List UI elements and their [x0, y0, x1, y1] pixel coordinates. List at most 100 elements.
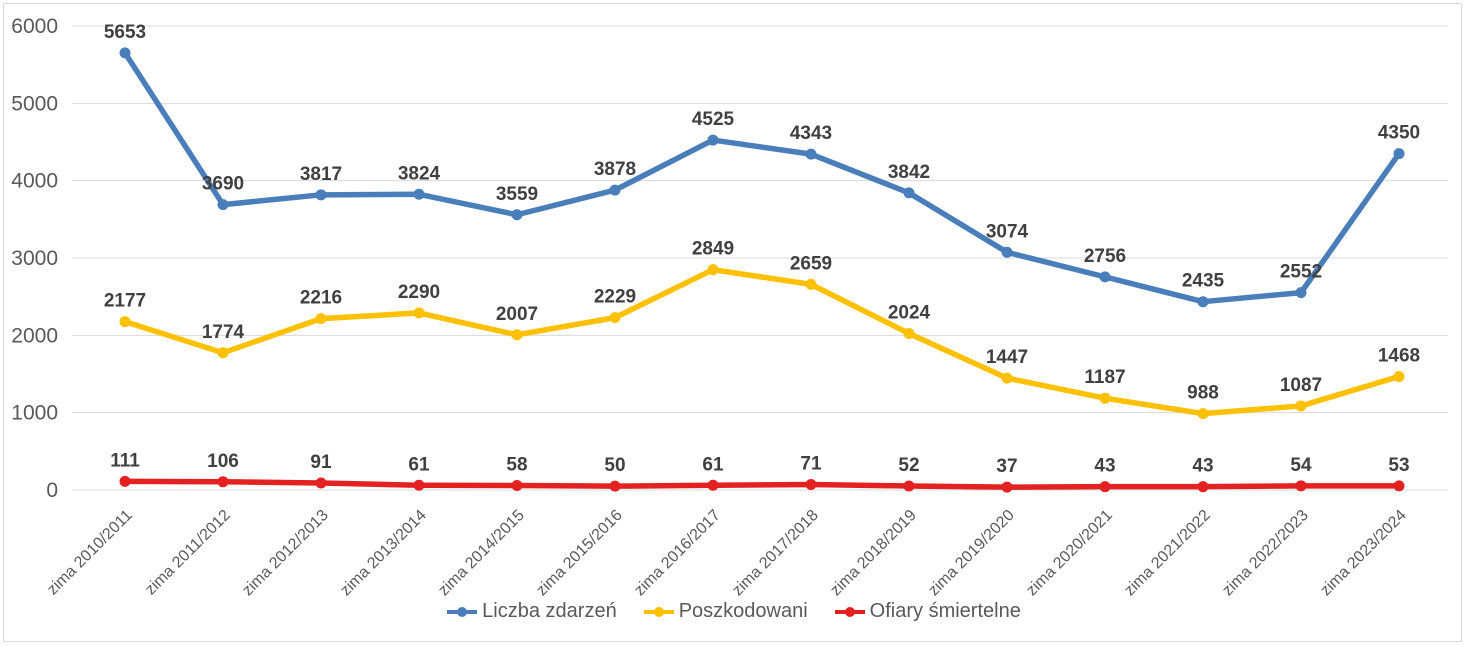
data-label: 43 — [1094, 456, 1115, 477]
data-label: 52 — [898, 455, 919, 476]
data-point — [1197, 481, 1209, 493]
y-axis-tick-label: 6000 — [11, 15, 58, 38]
data-point — [511, 329, 523, 341]
data-point — [119, 475, 131, 487]
legend-label-ofiary-smiertelne: Ofiary śmiertelne — [869, 600, 1021, 622]
data-point — [511, 209, 523, 221]
data-point — [315, 313, 327, 325]
data-point — [511, 480, 523, 492]
data-label: 2177 — [104, 291, 146, 312]
y-axis-tick-label: 2000 — [11, 324, 58, 347]
data-point — [315, 477, 327, 489]
data-point — [707, 264, 719, 276]
legend-label-liczba-zdarzen: Liczba zdarzeń — [482, 600, 617, 622]
legend-item-liczba-zdarzen: Liczba zdarzeń — [446, 600, 617, 623]
data-point — [217, 347, 229, 359]
data-label: 50 — [604, 455, 625, 476]
y-axis-tick-label: 4000 — [11, 170, 58, 193]
data-label: 3690 — [202, 174, 244, 195]
data-label: 3878 — [594, 159, 636, 180]
data-label: 2007 — [496, 304, 538, 325]
data-point — [1393, 480, 1405, 492]
legend-line-marker-red — [834, 606, 865, 617]
data-label: 4525 — [692, 109, 735, 130]
data-point — [1001, 372, 1013, 384]
data-label: 71 — [800, 454, 822, 475]
data-point — [805, 148, 817, 160]
data-label: 2290 — [398, 282, 440, 303]
data-point — [609, 480, 621, 492]
data-label: 1468 — [1378, 345, 1420, 366]
x-axis-tick-label: zima 2017/2018 — [729, 507, 822, 600]
data-label: 1774 — [202, 322, 245, 343]
data-point — [1099, 392, 1111, 404]
data-point — [119, 316, 131, 328]
data-label: 111 — [110, 450, 140, 471]
data-label: 2435 — [1182, 271, 1225, 292]
data-label: 2659 — [790, 253, 832, 274]
data-point — [903, 327, 915, 339]
data-label: 3074 — [986, 221, 1029, 242]
x-axis-tick-label: zima 2022/2023 — [1219, 507, 1312, 600]
y-axis-tick-label: 0 — [46, 479, 58, 502]
data-point — [1295, 400, 1307, 412]
data-label: 2024 — [888, 302, 931, 323]
x-axis-tick-label: zima 2015/2016 — [533, 507, 626, 600]
y-axis-tick-label: 3000 — [11, 247, 58, 270]
data-point — [609, 312, 621, 324]
x-axis-tick-label: zima 2016/2017 — [631, 507, 724, 600]
data-label: 3842 — [888, 162, 930, 183]
data-label: 2216 — [300, 288, 342, 309]
data-point — [1099, 271, 1111, 283]
data-label: 4343 — [790, 123, 832, 144]
data-point — [413, 479, 425, 491]
legend-line-marker-blue — [447, 606, 478, 617]
data-point — [1393, 370, 1405, 382]
data-label: 2849 — [692, 239, 734, 260]
data-label: 58 — [506, 455, 527, 476]
y-axis-tick-label: 5000 — [11, 92, 58, 115]
data-label: 3559 — [496, 184, 538, 205]
data-point — [217, 476, 229, 488]
data-label: 1447 — [986, 347, 1028, 368]
data-point — [1295, 287, 1307, 299]
legend-item-poszkodowani: Poszkodowani — [643, 600, 808, 623]
data-label: 2552 — [1280, 262, 1322, 283]
data-point — [1295, 480, 1307, 492]
data-point — [707, 134, 719, 146]
data-label: 61 — [702, 454, 724, 475]
data-label: 988 — [1187, 383, 1219, 404]
data-label: 3817 — [300, 164, 342, 185]
data-point — [805, 278, 817, 290]
data-point — [609, 184, 621, 196]
data-label: 91 — [310, 452, 332, 473]
data-point — [1001, 481, 1013, 493]
x-axis-tick-label: zima 2012/2013 — [239, 507, 332, 600]
data-point — [1197, 296, 1209, 308]
data-point — [413, 188, 425, 200]
data-point — [315, 189, 327, 201]
data-point — [707, 479, 719, 491]
series-line-2 — [122, 478, 1402, 490]
data-label: 5653 — [104, 22, 146, 43]
data-label: 4350 — [1378, 123, 1420, 144]
x-axis-tick-label: zima 2023/2024 — [1317, 507, 1410, 600]
data-label: 54 — [1290, 455, 1312, 476]
data-point — [1001, 246, 1013, 258]
series-line-0 — [122, 50, 1402, 305]
data-label: 37 — [996, 456, 1017, 477]
data-label: 53 — [1388, 455, 1409, 476]
x-axis-tick-label: zima 2018/2019 — [827, 507, 920, 600]
x-axis-tick-label: zima 2011/2012 — [142, 507, 234, 599]
legend-line-marker-yellow — [643, 606, 674, 617]
chart-legend: Liczba zdarzeń Poszkodowani Ofiary śmier… — [0, 600, 1467, 623]
data-point — [805, 479, 817, 491]
data-point — [413, 307, 425, 319]
legend-label-poszkodowani: Poszkodowani — [678, 600, 808, 622]
data-point — [903, 187, 915, 199]
data-point — [903, 480, 915, 492]
data-point — [217, 199, 229, 211]
data-label: 106 — [207, 451, 239, 472]
